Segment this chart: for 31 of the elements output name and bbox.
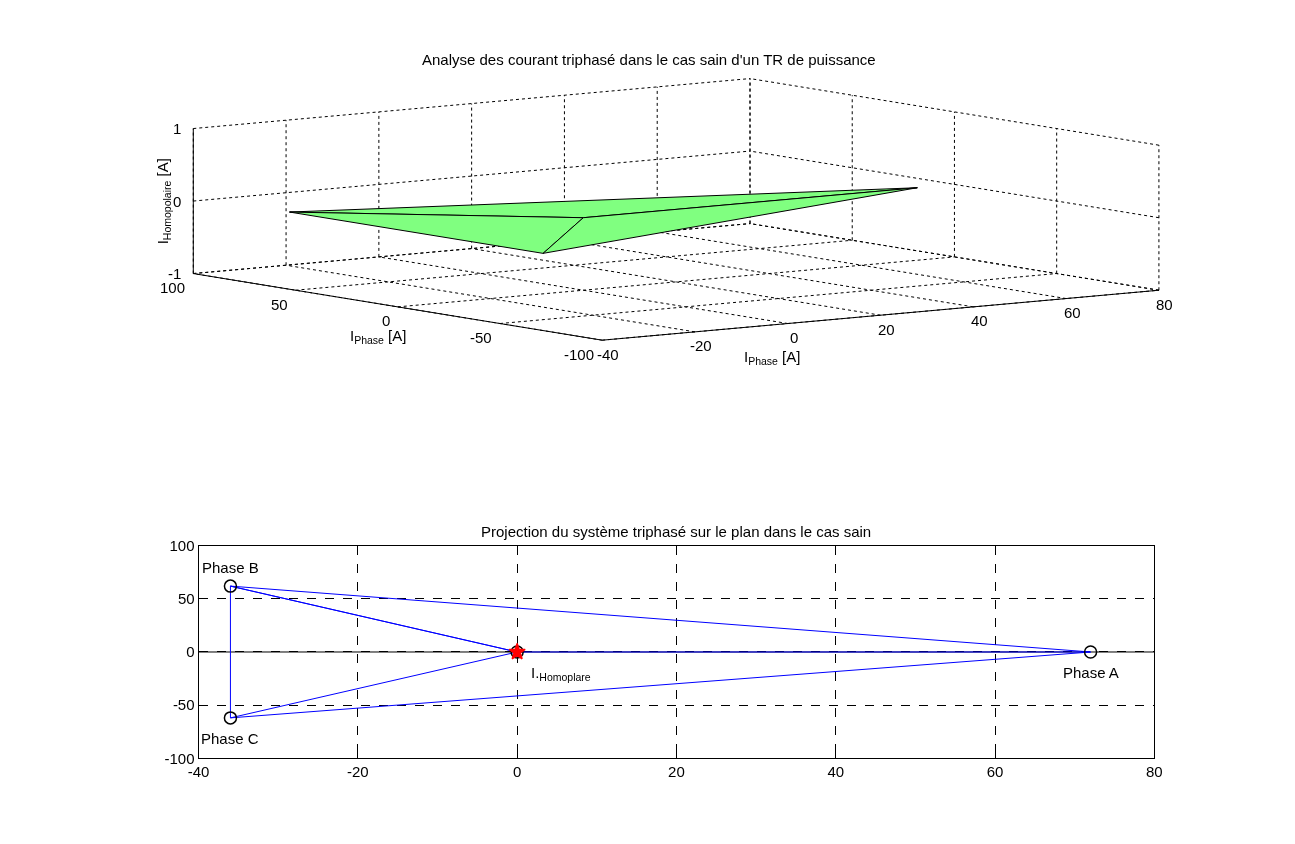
annotation: Phase B [202, 559, 259, 576]
text: 1 [173, 120, 182, 137]
text: -100 [564, 346, 595, 363]
x-tick-label: 40 [827, 763, 845, 781]
text: 80 [1156, 296, 1173, 313]
text: 0 [790, 329, 799, 346]
text: -1 [168, 265, 182, 282]
annotation: I.$_{Homoplare}$ [531, 664, 591, 684]
annotation: Phase A [1063, 664, 1119, 681]
text: -50 [470, 329, 492, 346]
y-tick-label: 0 [186, 643, 195, 661]
text: 40 [971, 312, 988, 329]
x-tick-label: 80 [1145, 763, 1163, 781]
x-tick-label: -20 [347, 763, 369, 781]
text: 50 [271, 296, 288, 313]
text: 60 [1064, 304, 1081, 321]
x-tick-label: 20 [668, 763, 685, 781]
annotation: Phase C [201, 730, 259, 747]
text: -20 [690, 337, 712, 354]
text: Analyse des courant triphasé dans le cas sain d'un TR de puissance [422, 51, 876, 68]
y-tick-label: 100 [169, 536, 195, 554]
text: I$_{Phase}$ [A] [350, 327, 407, 347]
text: 0 [382, 312, 391, 329]
text: 20 [878, 321, 895, 338]
text: -40 [597, 346, 619, 363]
chart-title: Projection du système triphasé sur le plan dans le cas sain [481, 523, 872, 540]
x-tick-label: 60 [986, 763, 1004, 781]
y-tick-label: -50 [172, 696, 195, 714]
x-tick-label: 0 [512, 763, 522, 781]
y-tick-label: 50 [177, 590, 195, 608]
text: I$_{Phase}$ [A] [744, 348, 801, 368]
